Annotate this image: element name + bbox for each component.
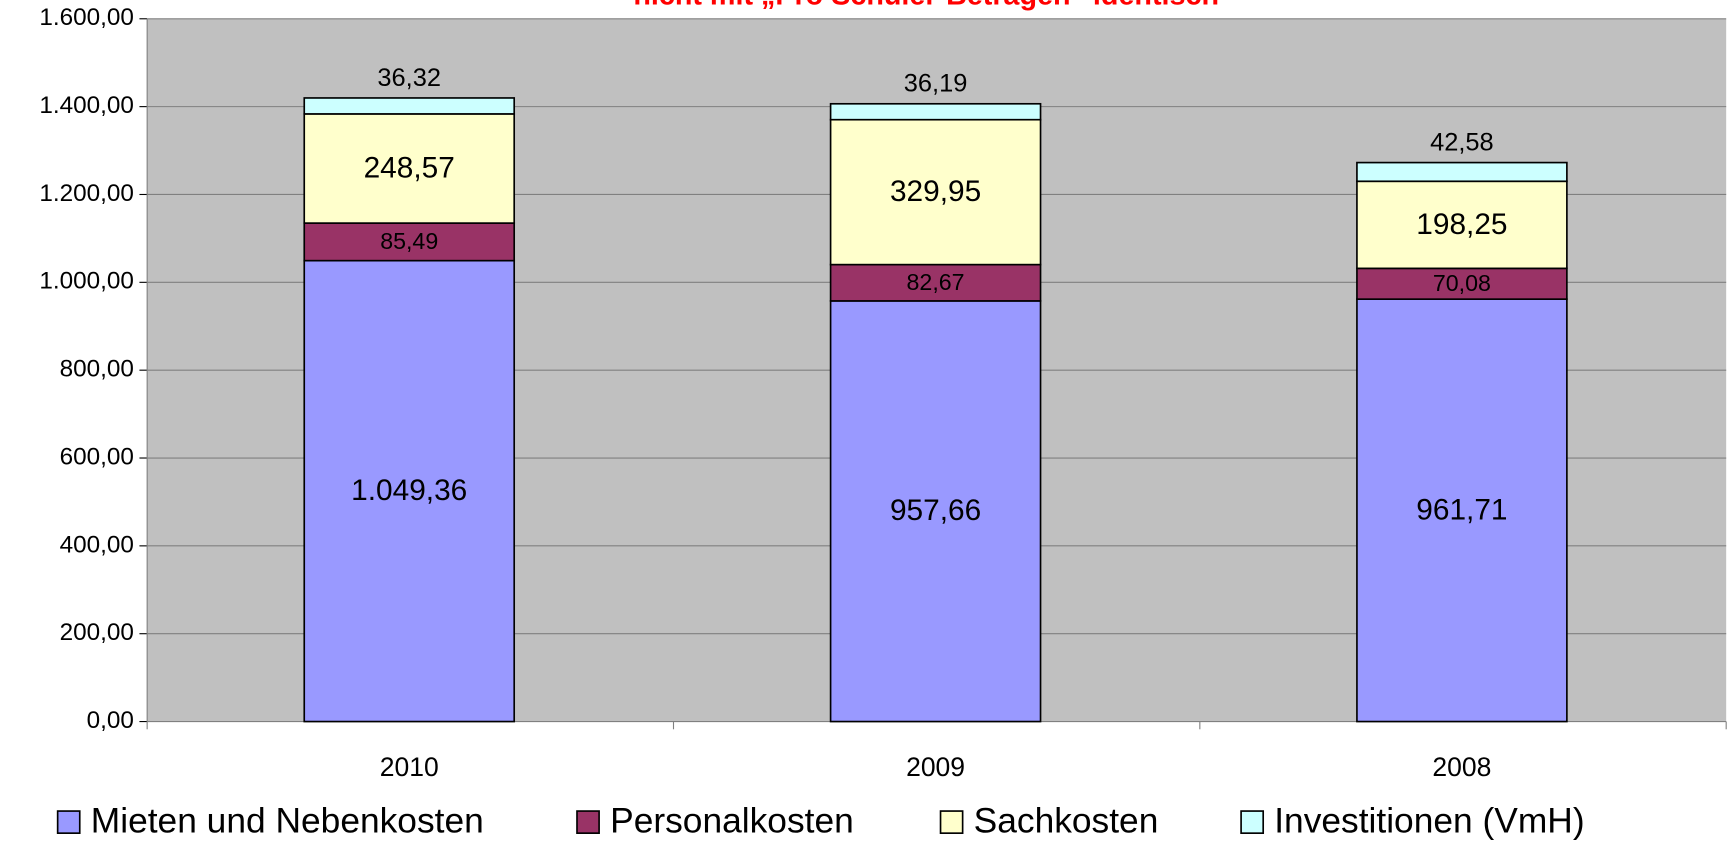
x-tick-label: 2010 [380, 752, 439, 782]
bar-segment [829, 263, 1042, 302]
y-tick-label: 1.400,00 [39, 92, 134, 119]
legend-swatch [1240, 810, 1265, 834]
bar-segment [1356, 180, 1568, 270]
data-label: 248,57 [364, 151, 455, 184]
legend-label: Personalkosten [610, 802, 854, 841]
chart-title: nicht mit „Pro Schüler-Beträgen“ identis… [633, 0, 1219, 11]
data-label: 1.049,36 [351, 474, 467, 507]
data-label: 329,95 [890, 175, 981, 208]
y-tick-label: 1.200,00 [39, 180, 134, 207]
y-tick-label: 600,00 [60, 443, 134, 470]
y-tick-label: 800,00 [60, 356, 134, 383]
data-label: 198,25 [1416, 208, 1507, 241]
y-tick-label: 1.000,00 [39, 268, 134, 295]
data-label: 85,49 [380, 228, 438, 254]
legend-swatch [939, 810, 964, 834]
legend-swatch [576, 810, 600, 834]
bar-segment [829, 300, 1042, 723]
bar-segment [1356, 161, 1568, 183]
x-tick-label: 2009 [906, 752, 965, 782]
legend-label: Investitionen (VmH) [1274, 802, 1584, 841]
y-tick-label: 400,00 [60, 531, 134, 558]
bar-segment [829, 118, 1042, 266]
y-tick-label: 1.600,00 [39, 4, 134, 31]
data-label: 42,58 [1430, 129, 1494, 157]
data-label: 961,71 [1416, 493, 1507, 526]
data-label: 36,32 [377, 64, 441, 92]
bar-segment [303, 222, 516, 262]
y-tick-label: 0,00 [87, 707, 134, 734]
data-label: 82,67 [907, 269, 965, 295]
data-label: 957,66 [890, 494, 981, 527]
bar-segment [303, 113, 516, 224]
data-label: 70,08 [1433, 270, 1491, 296]
bar-segment [829, 102, 1042, 121]
y-tick-label: 200,00 [60, 619, 134, 646]
bar-segment [303, 259, 516, 723]
bar-segment [303, 97, 516, 115]
legend-label: Mieten und Nebenkosten [91, 802, 484, 841]
legend-swatch [56, 810, 81, 834]
legend-label: Sachkosten [974, 802, 1159, 841]
x-tick-label: 2008 [1432, 752, 1491, 782]
data-label: 36,19 [904, 70, 968, 98]
bar-segment [1356, 298, 1568, 723]
